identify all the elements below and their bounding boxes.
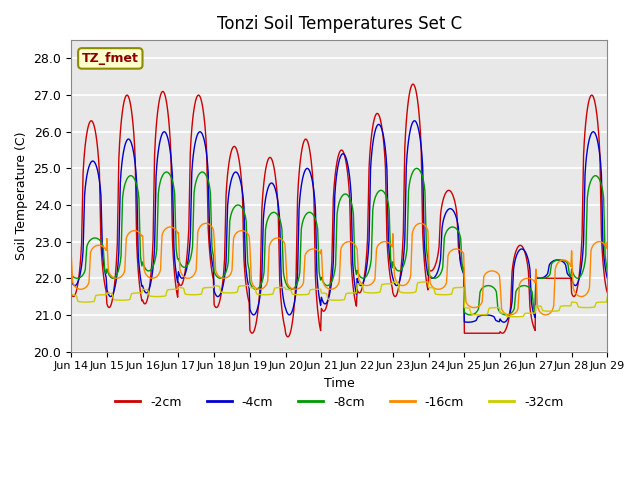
-2cm bbox=[76, 263, 84, 268]
-8cm bbox=[145, 268, 153, 274]
-4cm bbox=[67, 277, 75, 283]
-8cm bbox=[534, 275, 542, 280]
-32cm bbox=[639, 294, 640, 300]
-16cm bbox=[479, 287, 487, 292]
-8cm bbox=[552, 258, 559, 264]
Legend: -2cm, -4cm, -8cm, -16cm, -32cm: -2cm, -4cm, -8cm, -16cm, -32cm bbox=[110, 391, 568, 414]
Text: TZ_fmet: TZ_fmet bbox=[82, 52, 139, 65]
-16cm bbox=[506, 312, 514, 318]
-8cm bbox=[480, 284, 488, 290]
-2cm bbox=[67, 290, 75, 296]
-8cm bbox=[639, 268, 640, 274]
-32cm bbox=[534, 303, 542, 309]
-4cm bbox=[193, 133, 201, 139]
-32cm bbox=[511, 314, 519, 320]
-8cm bbox=[413, 166, 420, 171]
-2cm bbox=[623, 74, 631, 80]
Y-axis label: Soil Temperature (C): Soil Temperature (C) bbox=[15, 132, 28, 260]
-4cm bbox=[534, 275, 542, 281]
-16cm bbox=[639, 239, 640, 244]
-2cm bbox=[145, 286, 153, 291]
-8cm bbox=[76, 275, 84, 280]
-8cm bbox=[193, 175, 201, 181]
-16cm bbox=[534, 305, 542, 311]
-16cm bbox=[193, 248, 201, 253]
-4cm bbox=[464, 319, 472, 325]
-16cm bbox=[202, 220, 210, 226]
-8cm bbox=[467, 312, 474, 318]
Line: -4cm: -4cm bbox=[71, 120, 640, 322]
-32cm bbox=[422, 279, 429, 285]
-16cm bbox=[145, 275, 153, 280]
-8cm bbox=[67, 272, 75, 277]
-4cm bbox=[552, 257, 559, 263]
Line: -8cm: -8cm bbox=[71, 168, 640, 315]
-16cm bbox=[552, 266, 559, 272]
-16cm bbox=[76, 287, 84, 292]
-32cm bbox=[67, 292, 75, 298]
-4cm bbox=[411, 118, 419, 123]
-32cm bbox=[552, 308, 559, 314]
-32cm bbox=[479, 312, 487, 318]
-2cm bbox=[284, 334, 292, 340]
Line: -2cm: -2cm bbox=[71, 77, 640, 337]
Line: -32cm: -32cm bbox=[71, 282, 640, 317]
-32cm bbox=[76, 299, 84, 305]
-2cm bbox=[479, 330, 487, 336]
-4cm bbox=[76, 272, 84, 277]
-2cm bbox=[550, 276, 558, 281]
-4cm bbox=[145, 286, 153, 291]
-2cm bbox=[639, 290, 640, 296]
-32cm bbox=[145, 293, 153, 299]
X-axis label: Time: Time bbox=[324, 377, 355, 390]
-16cm bbox=[67, 250, 75, 255]
Line: -16cm: -16cm bbox=[71, 223, 640, 315]
-32cm bbox=[193, 292, 201, 298]
Title: Tonzi Soil Temperatures Set C: Tonzi Soil Temperatures Set C bbox=[217, 15, 462, 33]
-2cm bbox=[534, 276, 541, 281]
-2cm bbox=[193, 94, 201, 99]
-4cm bbox=[639, 276, 640, 281]
-4cm bbox=[480, 312, 488, 318]
